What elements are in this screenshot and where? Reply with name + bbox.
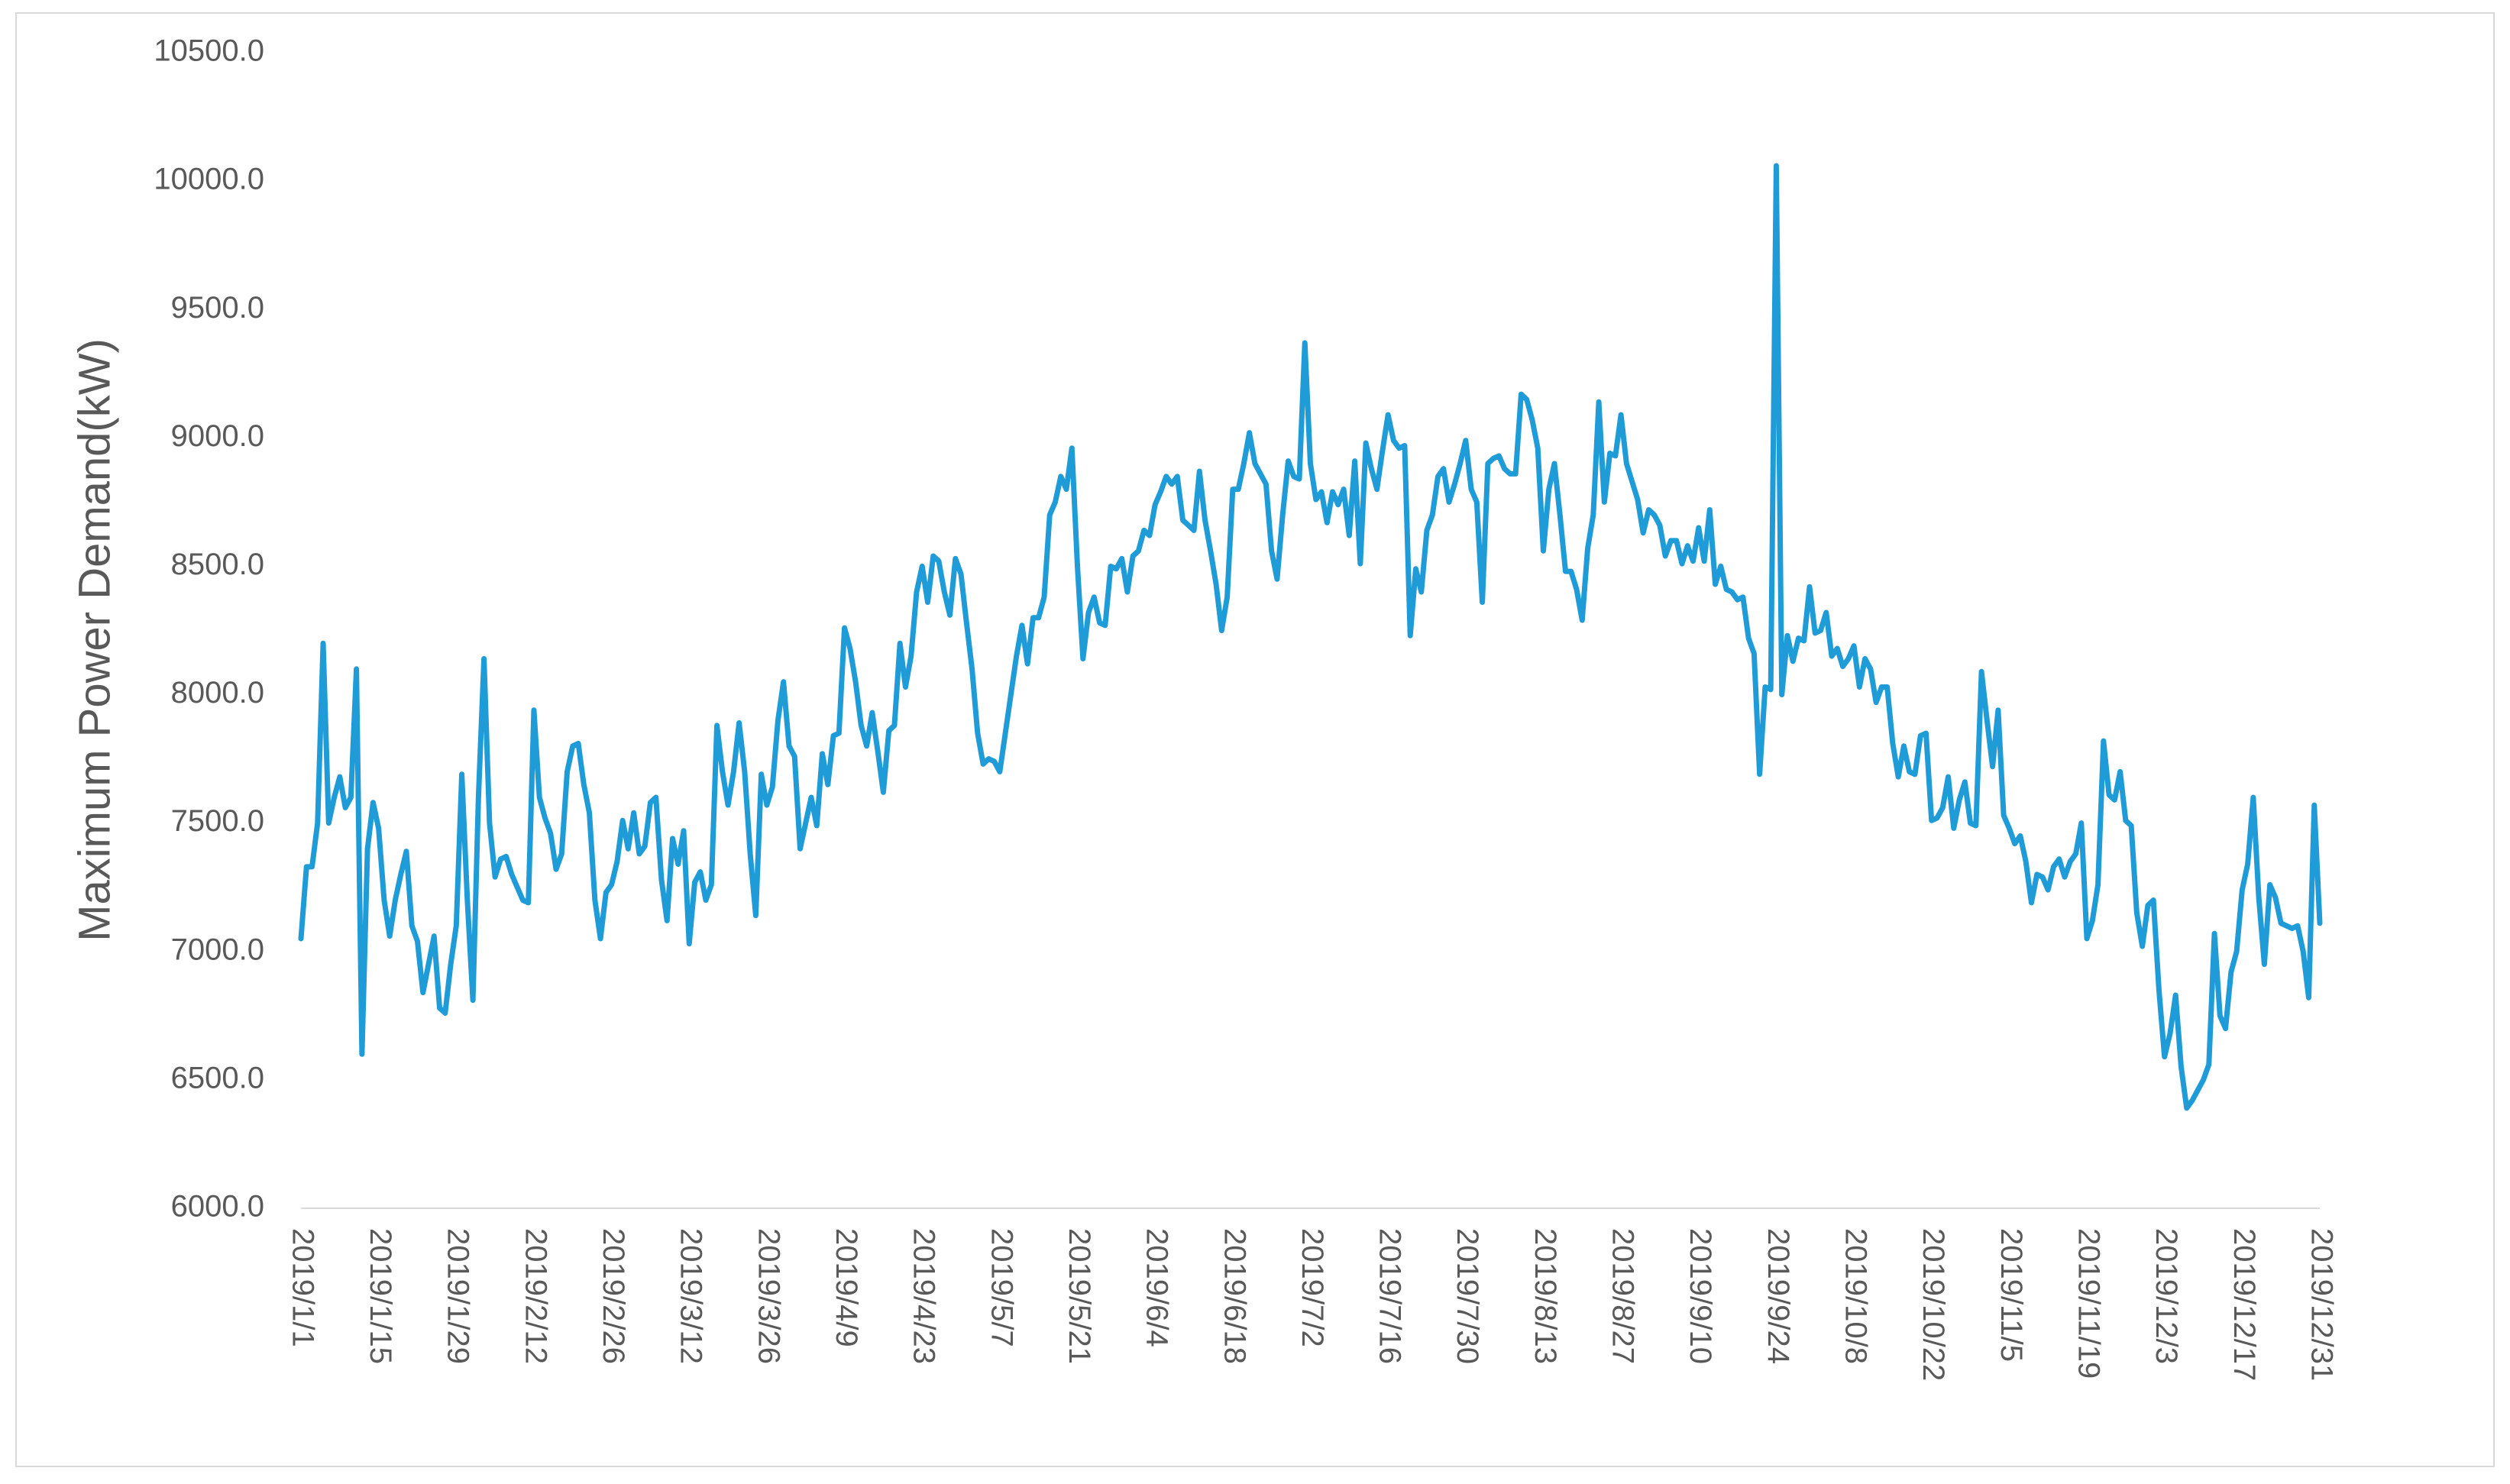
y-tick-label: 6000.0 [171, 1190, 264, 1224]
x-tick-label: 2019/1/1 [286, 1228, 319, 1347]
y-tick-label: 9000.0 [171, 419, 264, 453]
x-tick-label: 2019/12/3 [2149, 1228, 2183, 1364]
x-tick-label: 2019/4/9 [830, 1228, 863, 1347]
x-tick-label: 2019/8/13 [1528, 1228, 1562, 1364]
chart-border [15, 12, 2495, 1467]
x-tick-label: 2019/2/12 [519, 1228, 552, 1364]
x-tick-label: 2019/10/8 [1839, 1228, 1873, 1364]
x-tick-label: 2019/7/30 [1451, 1228, 1484, 1364]
x-tick-label: 2019/6/4 [1140, 1228, 1174, 1347]
x-tick-label: 2019/12/31 [2305, 1228, 2338, 1381]
y-tick-label: 9500.0 [171, 291, 264, 325]
x-tick-label: 2019/3/26 [752, 1228, 785, 1364]
y-tick-label: 6500.0 [171, 1061, 264, 1094]
y-tick-label: 7000.0 [171, 933, 264, 966]
x-tick-label: 2019/9/10 [1684, 1228, 1717, 1364]
data-line [298, 163, 2323, 1111]
x-tick-label: 2019/3/12 [674, 1228, 708, 1364]
x-tick-label: 2019/1/15 [364, 1228, 397, 1364]
y-tick-label: 10500.0 [154, 34, 264, 68]
x-tick-label: 2019/11/19 [2072, 1228, 2105, 1379]
y-tick-label: 8500.0 [171, 548, 264, 581]
y-tick-label: 7500.0 [171, 804, 264, 838]
y-axis-title: Maximum Power Demand(kW) [70, 338, 119, 942]
x-tick-label: 2019/4/23 [907, 1228, 941, 1364]
x-tick-label: 2019/12/17 [2227, 1228, 2261, 1381]
y-tick-label: 8000.0 [171, 676, 264, 710]
x-tick-label: 2019/1/29 [442, 1228, 475, 1364]
y-tick-label: 10000.0 [154, 163, 264, 196]
x-tick-label: 2019/10/22 [1916, 1228, 1950, 1381]
x-tick-label: 2019/6/18 [1218, 1228, 1251, 1364]
x-tick-label: 2019/9/24 [1761, 1228, 1795, 1364]
x-tick-label: 2019/7/16 [1373, 1228, 1407, 1364]
x-tick-label: 2019/7/2 [1295, 1228, 1329, 1347]
x-tick-label: 2019/11/5 [1994, 1228, 2028, 1362]
x-tick-label: 2019/5/21 [1063, 1228, 1096, 1364]
x-tick-label: 2019/2/26 [597, 1228, 630, 1364]
x-tick-label: 2019/8/27 [1606, 1228, 1640, 1364]
x-tick-label: 2019/5/7 [985, 1228, 1018, 1347]
